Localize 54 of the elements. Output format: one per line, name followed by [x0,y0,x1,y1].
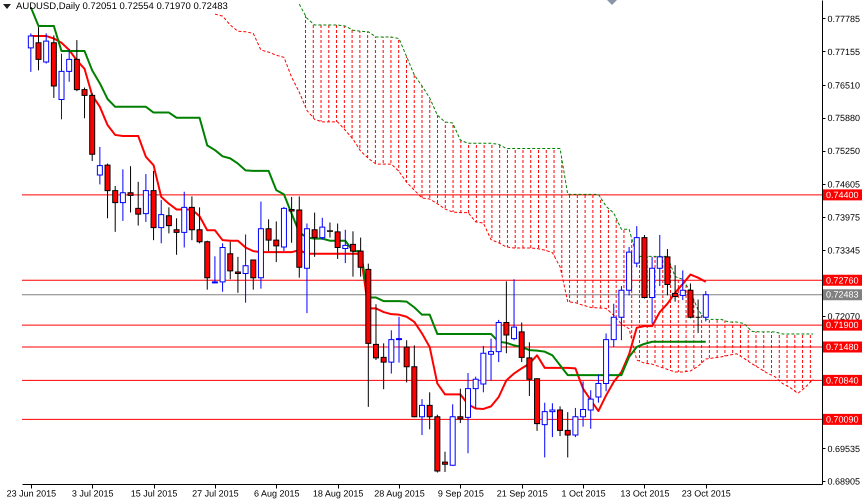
x-tick-label: 1 Oct 2015 [562,488,606,498]
ref-line-label: 0.72483 [826,290,859,300]
y-tick-label: 0.73975 [828,212,860,222]
ref-line-label: 0.70840 [826,375,859,386]
ref-line-label: 0.71900 [826,320,859,330]
y-tick-label: 0.77785 [828,14,860,24]
x-tick-label: 13 Oct 2015 [620,488,670,498]
x-tick-label: 27 Jul 2015 [192,488,239,498]
candlestick [702,290,709,322]
ref-line-label: 0.71480 [826,342,859,352]
x-tick-label: 28 Aug 2015 [374,488,425,498]
x-tick-label: 21 Sep 2015 [496,488,548,498]
candlestick [142,174,149,222]
candlestick [174,218,180,256]
x-tick-label: 6 Aug 2015 [254,488,300,498]
y-tick-label: 0.75250 [828,146,860,156]
candlestick [266,218,272,252]
y-tick-label: 0.69535 [828,444,860,454]
candlestick [273,220,280,263]
candlestick [28,32,34,72]
candlestick [96,146,103,185]
candlestick [680,270,686,301]
y-tick-label: 0.73345 [828,245,860,256]
y-tick-label: 0.77155 [828,46,860,57]
x-tick-label: 18 Aug 2015 [312,488,364,498]
candlestick [549,402,556,438]
y-tick-label: 0.74605 [828,180,860,190]
y-tick-label: 0.68905 [828,476,860,487]
ref-line-label: 0.72760 [826,275,859,286]
candlestick [166,206,172,234]
candlestick [319,217,326,240]
ref-line-label: 0.74400 [826,190,859,200]
ref-line-label: 0.70090 [826,414,859,424]
candlestick [542,402,548,458]
line-series [298,4,814,334]
y-tick-label: 0.76510 [828,80,860,90]
candlestick [342,229,348,264]
candlestick [656,234,663,287]
chart-title: AUDUSD,Daily 0.72051 0.72554 0.71970 0.72483 [16,1,228,13]
candlestick [695,299,702,334]
x-tick-label: 3 Jul 2015 [72,488,114,498]
y-tick-label: 0.75880 [828,113,860,124]
x-tick-label: 15 Jul 2015 [130,488,178,498]
candlestick [511,278,518,341]
candlestick [120,168,126,222]
y-tick-label: 0.72070 [828,312,860,322]
x-tick-label: 23 Jun 2015 [6,488,56,498]
candlestick [312,212,318,258]
candlestick [43,32,50,64]
candlestick [242,234,249,304]
candlestick [419,398,425,436]
x-tick-label: 9 Sep 2015 [438,488,484,498]
candlestick [158,200,164,244]
x-tick-label: 23 Oct 2015 [682,488,731,498]
